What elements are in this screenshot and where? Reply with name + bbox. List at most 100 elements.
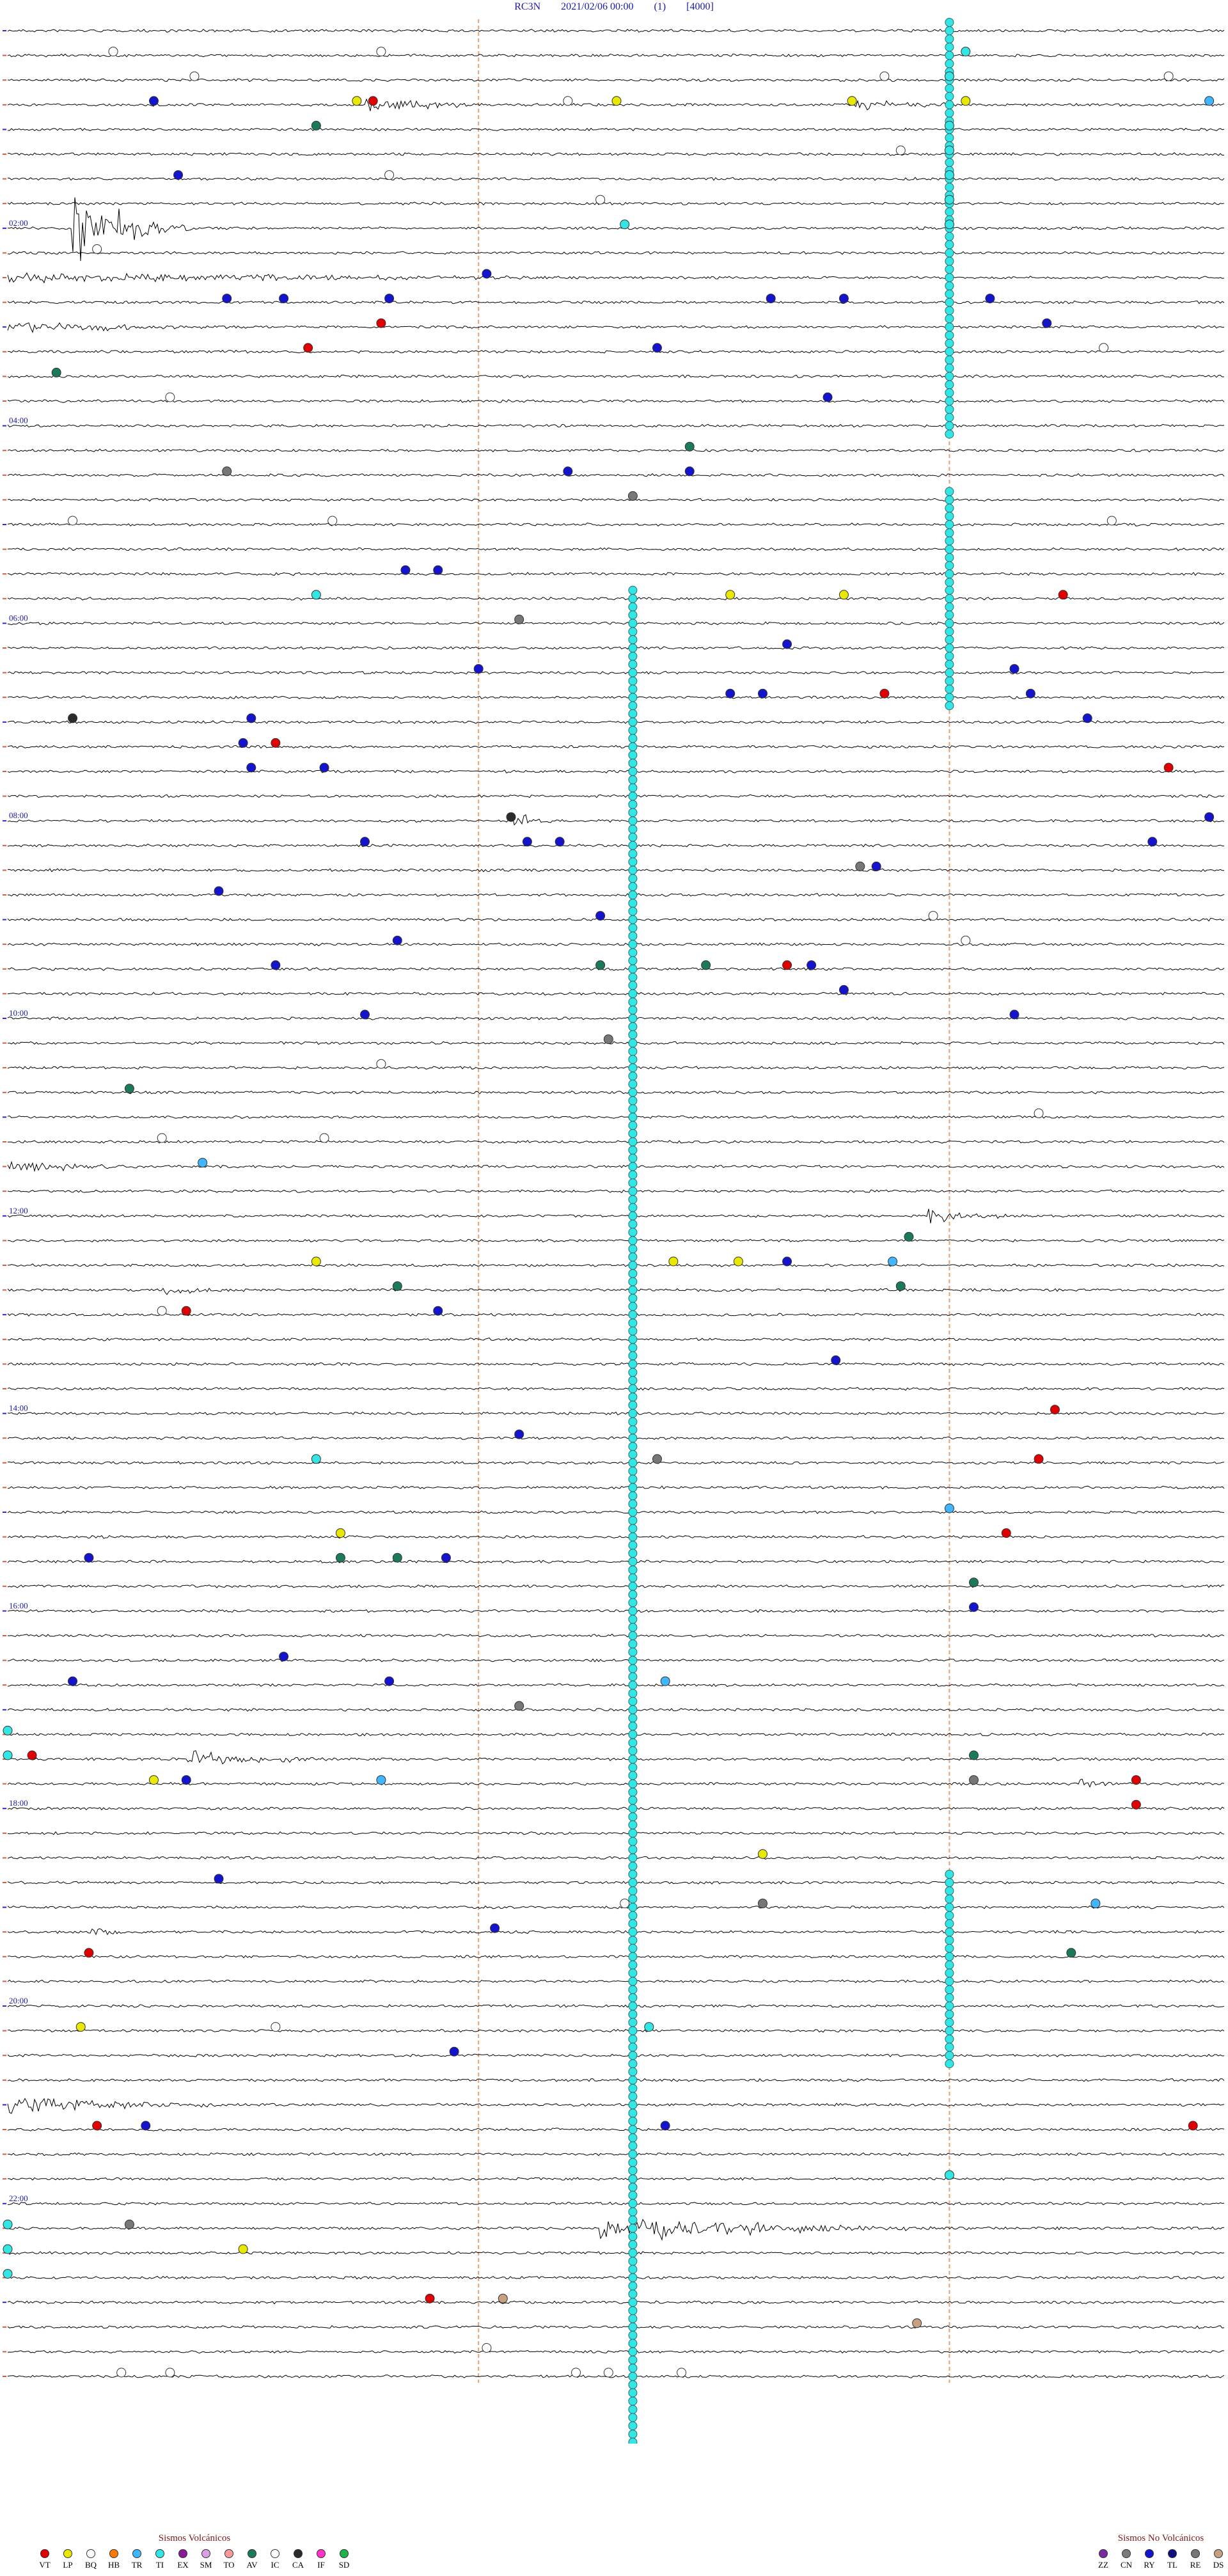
- event-marker-TI: [628, 923, 638, 933]
- seismic-trace: [7, 2216, 1225, 2241]
- event-marker-TI: [628, 800, 638, 809]
- event-marker-AV: [895, 1281, 906, 1292]
- event-marker-RE: [222, 466, 232, 477]
- event-marker-RY: [782, 639, 792, 649]
- seismic-trace: [7, 53, 1225, 58]
- event-marker-TI: [628, 783, 638, 793]
- event-marker-TI: [628, 1968, 638, 1978]
- event-marker-TI: [945, 59, 954, 68]
- event-marker-RE: [124, 2219, 134, 2229]
- event-marker-TI: [945, 1993, 954, 2002]
- event-marker-VT: [181, 1306, 191, 1316]
- event-marker-AV: [335, 1553, 345, 1563]
- event-marker-TI: [3, 2219, 13, 2229]
- seismic-trace: [7, 177, 1225, 181]
- event-marker-RY: [823, 392, 833, 402]
- event-marker-RY: [279, 1652, 289, 1662]
- seismic-trace: [7, 770, 1225, 773]
- event-marker-TI: [628, 1491, 638, 1501]
- seismic-trace: [7, 1954, 1225, 1959]
- seismic-trace: [7, 2028, 1225, 2033]
- legend-volcanic-row: VT LP BQ HB TR TI EX SM TO AV IC CA IF SD: [35, 2549, 354, 2570]
- seismic-trace: [7, 1041, 1225, 1045]
- event-marker-RY: [684, 466, 695, 477]
- event-marker-TI: [628, 2281, 638, 2291]
- event-marker-TI: [628, 1417, 638, 1426]
- event-marker-IC: [376, 47, 386, 57]
- event-marker-TI: [628, 1302, 638, 1311]
- legend-code: LP: [63, 2560, 73, 2570]
- event-marker-TI: [628, 1236, 638, 1245]
- event-marker-TI: [628, 1977, 638, 1986]
- event-marker-TI: [961, 47, 971, 57]
- event-marker-AV: [969, 1577, 979, 1588]
- event-marker-TI: [628, 644, 638, 652]
- seismic-trace: [7, 1584, 1225, 1588]
- event-marker-RY: [482, 269, 492, 279]
- seismic-trace: [7, 2275, 1225, 2280]
- event-marker-VT: [368, 96, 378, 106]
- event-marker-TI: [628, 849, 638, 858]
- event-marker-TI: [628, 652, 638, 661]
- event-marker-RY: [173, 170, 184, 180]
- event-marker-TI: [945, 544, 954, 554]
- legend-code: VT: [39, 2560, 51, 2570]
- event-marker-TI: [628, 791, 638, 801]
- event-marker-TR: [888, 1256, 898, 1267]
- event-marker-TI: [628, 1006, 638, 1015]
- event-marker-IC: [1034, 1108, 1044, 1118]
- event-marker-AV: [701, 960, 711, 970]
- event-marker-RY: [449, 2046, 459, 2057]
- event-marker-TI: [628, 1787, 638, 1797]
- seismic-trace: [7, 2177, 1225, 2181]
- seismic-trace: [7, 1313, 1225, 1317]
- event-marker-VT: [1188, 2121, 1198, 2131]
- event-marker-TI: [945, 668, 954, 677]
- event-marker-TI: [628, 2075, 638, 2085]
- event-marker-VT: [1050, 1405, 1060, 1415]
- event-marker-TI: [628, 594, 638, 603]
- event-marker-LP: [733, 1256, 743, 1267]
- event-marker-TI: [628, 1153, 638, 1163]
- event-marker-TI: [628, 759, 638, 768]
- event-marker-AV: [969, 1750, 979, 1760]
- seismic-trace: [7, 1189, 1225, 1194]
- event-marker-TI: [944, 194, 954, 205]
- hour-label: 04:00: [9, 416, 28, 425]
- event-marker-TI: [628, 668, 638, 677]
- event-marker-AV: [311, 120, 321, 130]
- event-marker-IC: [189, 71, 200, 81]
- event-marker-TI: [628, 1368, 638, 1377]
- event-marker-TI: [945, 42, 954, 52]
- event-marker-TI: [628, 2051, 638, 2060]
- event-marker-TI: [628, 981, 638, 990]
- event-marker-TI: [628, 2224, 638, 2233]
- event-marker-IC: [603, 2367, 613, 2378]
- event-marker-TI: [944, 219, 954, 230]
- seismic-trace: [7, 1510, 1225, 1514]
- event-marker-LP: [838, 590, 849, 600]
- hour-label: 08:00: [9, 810, 28, 820]
- event-marker-IC: [677, 2367, 687, 2378]
- event-marker-TI: [3, 2244, 13, 2254]
- event-marker-TI: [945, 660, 954, 669]
- event-marker-AV: [124, 1084, 134, 1094]
- event-marker-VT: [1131, 1775, 1141, 1785]
- event-marker-TI: [628, 1993, 638, 2002]
- event-marker-TI: [628, 1878, 638, 1887]
- event-marker-TR: [660, 1676, 670, 1686]
- event-marker-RY: [985, 294, 995, 304]
- event-marker-RY: [68, 1676, 78, 1686]
- event-marker-TI: [628, 1508, 638, 1517]
- event-marker-TI: [628, 1071, 638, 1081]
- legend-swatch: [132, 2549, 141, 2558]
- event-marker-TI: [945, 503, 954, 513]
- event-marker-TI: [628, 874, 638, 883]
- event-marker-TI: [628, 1137, 638, 1146]
- event-marker-TI: [628, 1499, 638, 1508]
- event-marker-LP: [75, 2022, 86, 2032]
- seismic-trace: [7, 893, 1225, 897]
- event-marker-RY: [141, 2121, 151, 2131]
- event-marker-TI: [945, 91, 954, 101]
- event-marker-RY: [490, 1923, 500, 1933]
